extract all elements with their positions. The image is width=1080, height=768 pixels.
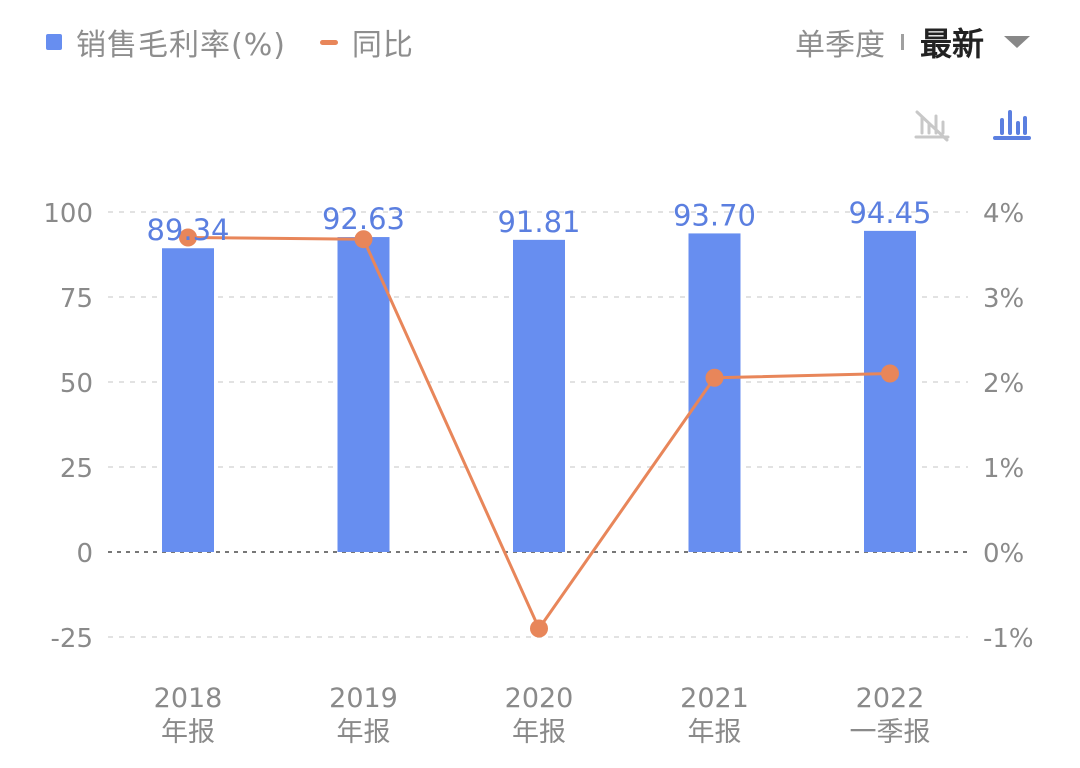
right-axis-tick-label: 3% — [983, 284, 1024, 314]
category-period-label: 一季报 — [850, 717, 931, 748]
line-off-icon[interactable] — [910, 104, 954, 148]
legend-yoy-label: 同比 — [351, 28, 414, 63]
category-period-label: 年报 — [688, 717, 742, 748]
right-axis-tick-label: 4% — [983, 199, 1024, 229]
left-axis-tick-label: -25 — [51, 624, 93, 654]
legend-line-swatch — [319, 39, 338, 45]
gross-margin-bar[interactable] — [688, 233, 741, 553]
category-year-label: 2020 — [505, 683, 574, 714]
gross-margin-bar[interactable] — [162, 248, 214, 552]
right-axis-tick-label: 2% — [983, 369, 1024, 399]
left-axis-tick-label: 50 — [60, 369, 93, 399]
period-select[interactable]: 最新 — [919, 25, 984, 63]
bar-value-label: 91.81 — [497, 205, 580, 239]
category-year-label: 2018 — [154, 683, 223, 714]
period-controls: 单季度 最新 — [795, 20, 1030, 64]
bar-value-label: 93.70 — [673, 198, 756, 232]
bar-chart-icon-svg — [993, 110, 1031, 140]
yoy-point[interactable] — [881, 364, 899, 383]
yoy-point[interactable] — [179, 228, 197, 247]
gross-margin-bar[interactable] — [864, 230, 916, 552]
category-year-label: 2022 — [856, 683, 925, 714]
right-axis-tick-label: 1% — [983, 454, 1024, 484]
legend-item-yoy[interactable]: 同比 — [319, 20, 414, 64]
left-axis-tick-label: 100 — [43, 199, 93, 229]
left-axis-tick-label: 0 — [76, 539, 93, 569]
legend-gross-margin-label: 销售毛利率(%) — [76, 28, 286, 63]
legend: 销售毛利率(%) 同比 — [46, 20, 448, 64]
legend-item-gross-margin[interactable]: 销售毛利率(%) — [46, 20, 286, 64]
legend-bar-swatch — [46, 34, 62, 50]
chart-header: 销售毛利率(%) 同比 单季度 最新 — [0, 0, 1080, 90]
line-off-icon-svg — [914, 110, 950, 142]
yoy-point[interactable] — [705, 368, 724, 387]
category-year-label: 2021 — [680, 683, 749, 714]
bar-value-label: 89.34 — [146, 213, 229, 247]
category-period-label: 年报 — [161, 717, 215, 748]
category-period-label: 年报 — [337, 717, 391, 748]
right-axis-tick-label: -1% — [983, 624, 1034, 654]
bar-chart-icon[interactable] — [990, 104, 1034, 148]
bar-value-label: 92.63 — [322, 202, 405, 236]
caret-down-icon[interactable] — [1004, 36, 1030, 48]
controls-divider — [900, 34, 904, 50]
left-axis-tick-label: 25 — [60, 454, 93, 484]
yoy-point[interactable] — [354, 230, 373, 249]
category-year-label: 2019 — [329, 683, 398, 714]
bar-value-label: 94.45 — [848, 196, 931, 230]
gross-margin-bar[interactable] — [337, 237, 390, 553]
gross-margin-bar[interactable] — [513, 239, 565, 552]
yoy-point[interactable] — [530, 619, 548, 638]
single-quarter-toggle[interactable]: 单季度 — [794, 28, 885, 63]
category-period-label: 年报 — [512, 717, 566, 748]
left-axis-tick-label: 75 — [60, 284, 93, 314]
right-axis-tick-label: 0% — [983, 539, 1024, 569]
